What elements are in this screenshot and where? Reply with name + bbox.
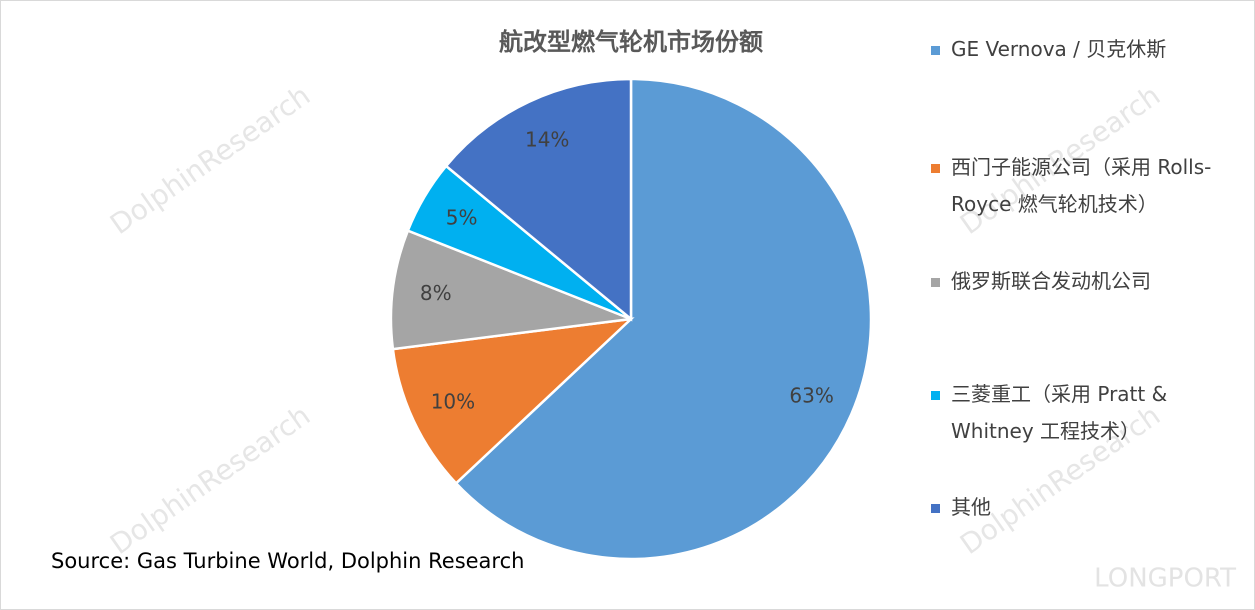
pie-slice <box>389 229 632 351</box>
source-note: Source: Gas Turbine World, Dolphin Resea… <box>51 549 525 573</box>
legend-label: 俄罗斯联合发动机公司 <box>951 269 1151 293</box>
data-label: 8% <box>420 281 452 305</box>
legend-marker <box>931 46 940 55</box>
pie-slice <box>444 77 633 322</box>
legend-label: 西门子能源公司（采用 Rolls-Royce 燃气轮机技术） <box>951 155 1212 216</box>
watermark: DolphinResearch <box>104 399 316 561</box>
legend-item: 俄罗斯联合发动机公司 <box>931 263 1221 300</box>
data-label: 5% <box>446 205 478 229</box>
legend-item: GE Vernova / 贝克休斯 <box>931 31 1221 68</box>
legend-item: 其他 <box>931 489 1221 526</box>
data-label: 10% <box>431 389 475 413</box>
legend-label: 三菱重工（采用 Pratt & Whitney 工程技术） <box>951 382 1168 443</box>
legend-marker <box>931 391 940 400</box>
legend-marker <box>931 164 940 173</box>
legend-marker <box>931 278 940 287</box>
legend-marker <box>931 504 940 513</box>
pie-slice <box>391 317 635 486</box>
legend-label: GE Vernova / 贝克休斯 <box>951 37 1167 61</box>
legend-label: 其他 <box>951 495 991 519</box>
data-label: 14% <box>525 127 569 151</box>
legend-item: 西门子能源公司（采用 Rolls-Royce 燃气轮机技术） <box>931 149 1221 223</box>
data-label: 63% <box>789 384 833 408</box>
legend-item: 三菱重工（采用 Pratt & Whitney 工程技术） <box>931 376 1221 450</box>
watermark: DolphinResearch <box>104 79 316 241</box>
watermark: LONGPORT <box>1094 564 1236 594</box>
chart-title: 航改型燃气轮机市场份额 <box>499 28 763 56</box>
pie-slice <box>454 77 873 561</box>
